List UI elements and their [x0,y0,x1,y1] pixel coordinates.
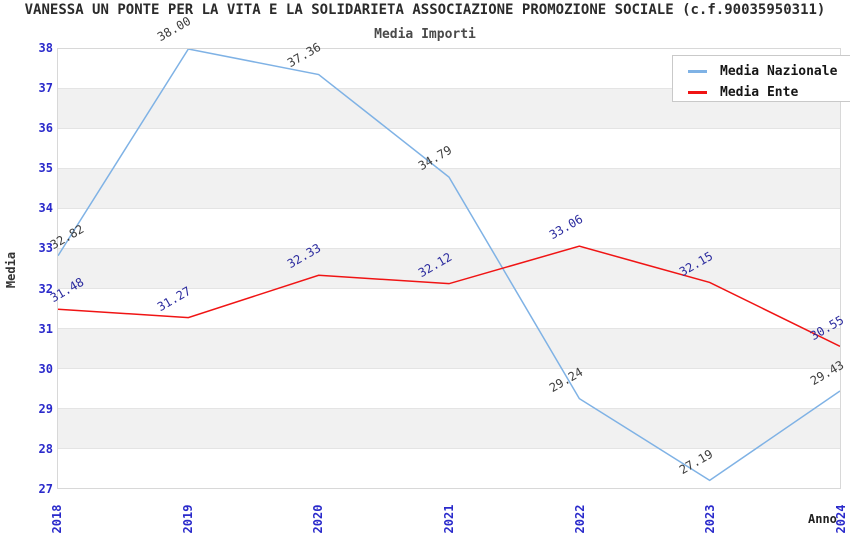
y-tick-label: 34 [38,201,53,216]
x-tick-label: 2023 [703,504,718,534]
y-tick-label: 31 [38,321,53,336]
y-tick-label: 37 [38,81,53,96]
y-tick-label: 36 [38,121,53,136]
y-tick-label: 27 [38,482,53,496]
x-tick-label: 2018 [50,504,64,534]
legend-line-swatch [688,91,707,94]
grid-band [58,448,840,488]
y-tick-label: 35 [38,161,53,176]
grid-band [58,368,840,408]
grid-band [58,288,840,328]
x-tick-label: 2022 [572,504,587,534]
x-tick-label: 2019 [180,504,195,534]
y-tick-label: 29 [38,401,53,416]
y-tick-label: 30 [38,361,53,376]
series-lines [58,49,840,482]
grid-band [58,248,840,288]
y-tick-label: 28 [38,441,53,456]
grid-band [58,328,840,368]
y-tick-label: 38 [38,41,53,55]
y-tick-label: 33 [38,241,53,256]
legend-label: Media Nazionale [720,64,838,79]
y-axis-title: Media [4,251,18,289]
plot-area [57,48,841,489]
legend-item: Media Nazionale [688,63,850,80]
grid-band [58,128,840,168]
y-tick-label: 32 [38,281,53,296]
grid-band [58,168,840,208]
legend-label: Media Ente [720,85,799,100]
series-line-media-ente [58,245,840,347]
legend-line-swatch [688,70,707,73]
grid-bands [58,49,840,488]
x-axis-title: Anno [808,512,837,526]
legend-item: Media Ente [688,84,850,101]
grid-band [58,208,840,248]
x-tick-label: 2024 [834,504,848,534]
x-tick-label: 2020 [311,504,326,534]
x-tick-label: 2021 [442,504,456,534]
chart-title: VANESSA UN PONTE PER LA VITA E LA SOLIDA… [24,2,826,18]
series-line-media-nazionale [58,49,840,482]
grid-band [58,408,840,448]
legend-box: Media Nazionale Media Ente [672,55,850,102]
chart-subtitle: Media Importi [374,27,476,42]
